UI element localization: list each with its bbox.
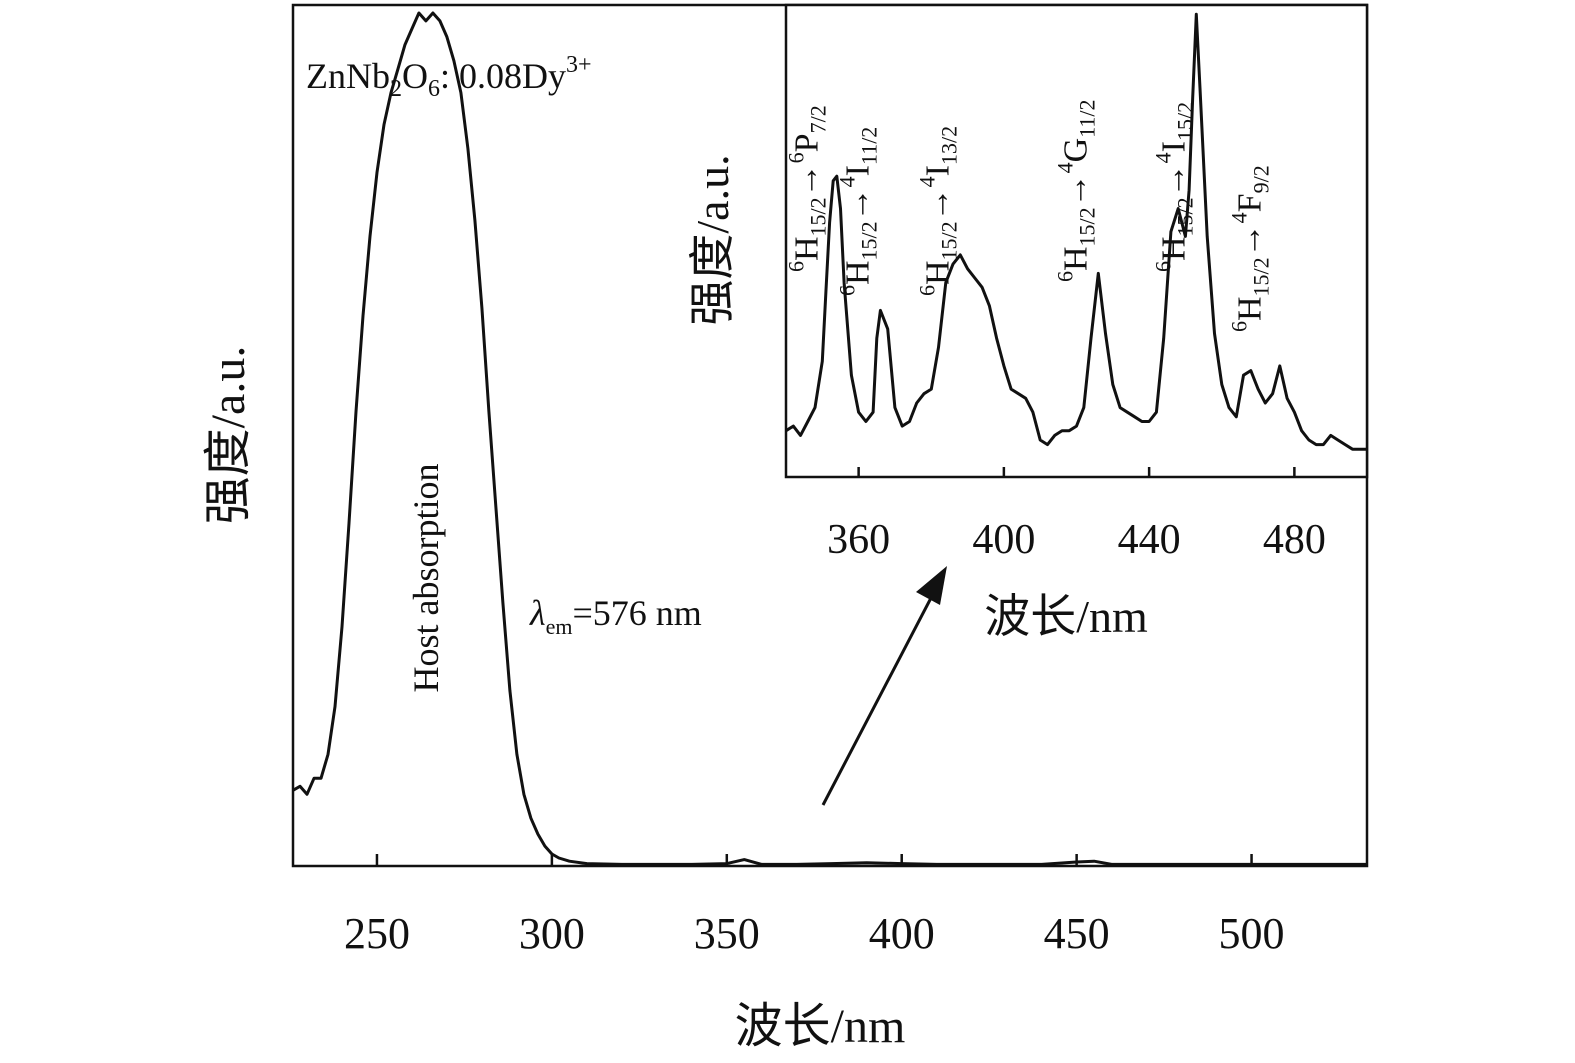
transition-label: 6H15/2→6P7/2 (784, 105, 831, 272)
inset-series-line (785, 12, 1367, 451)
inset-x-tick-label: 440 (1118, 517, 1181, 563)
main-x-tick-label: 500 (1219, 909, 1285, 958)
main-x-tick-label: 350 (694, 909, 760, 958)
main-x-tick-label: 300 (519, 909, 585, 958)
zoom-arrow-head (916, 566, 947, 605)
main-x-tick-label: 400 (869, 909, 935, 958)
transition-label: 6H15/2→4I11/2 (834, 127, 881, 296)
emission-wavelength-label: λem=576 nm (529, 593, 702, 639)
main-series-line (292, 11, 1367, 866)
transition-label: 6H15/2→4F9/2 (1227, 165, 1274, 332)
zoom-arrow-line (821, 595, 934, 806)
sample-composition-label: ZnNb2O6: 0.08Dy3+ (306, 52, 592, 102)
inset-y-axis-title: 强度/a.u. (687, 154, 738, 325)
transition-label: 6H15/2→4G11/2 (1052, 99, 1099, 282)
main-x-axis-title: 波长/nm (735, 1000, 906, 1053)
main-x-tick-labels: 250 300 350 400 450 500 (344, 909, 1285, 958)
transition-label: 6H15/2→4I15/2 (1150, 102, 1197, 272)
main-x-tick-label: 450 (1044, 909, 1110, 958)
transition-label: 6H15/2→4I13/2 (914, 126, 961, 296)
host-absorption-label: Host absorption (406, 464, 446, 693)
inset-x-tick-label: 360 (827, 517, 890, 563)
main-chart: 250 300 350 400 450 500 波长/nm 强度/a.u. ZnNb2O6… (202, 3, 1369, 1053)
inset-x-tick-label: 400 (972, 517, 1035, 563)
inset-x-tick-labels: 360 400 440 480 (827, 517, 1326, 563)
inset-x-tick-label: 480 (1263, 517, 1326, 563)
inset-chart: 360 400 440 480 6H15/2→6P7/26H15/2→4I11/26H… (687, 3, 1369, 642)
inset-x-ticks (857, 467, 1296, 477)
main-x-tick-label: 250 (344, 909, 410, 958)
inset-plot-frame (784, 3, 1369, 479)
main-y-axis-title: 强度/a.u. (202, 346, 255, 525)
inset-x-axis-title: 波长/nm (984, 591, 1148, 642)
